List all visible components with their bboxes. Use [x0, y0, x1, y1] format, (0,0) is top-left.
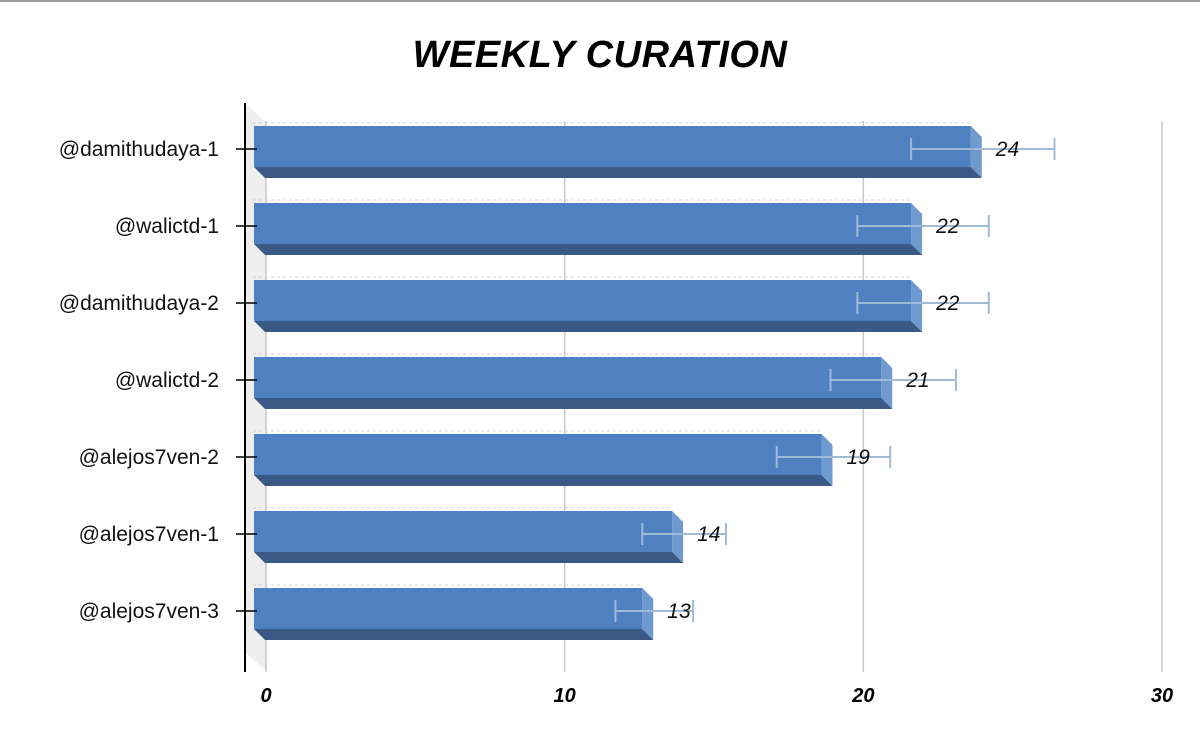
- bar-side-0: [970, 126, 982, 178]
- bar-side-5: [672, 511, 684, 563]
- bar-2: [254, 280, 912, 321]
- x-tick-label-0: 0: [260, 685, 271, 707]
- data-label-5: 14: [697, 523, 720, 546]
- category-label-3: @walictd-2: [115, 369, 219, 392]
- chart-title: WEEKLY CURATION: [412, 34, 788, 76]
- bar-bottom-4: [254, 475, 833, 486]
- bar-side-3: [881, 357, 893, 409]
- bar-bottom-1: [254, 244, 923, 255]
- bar-side-6: [642, 588, 654, 640]
- bar-1: [254, 203, 912, 244]
- bar-bottom-3: [254, 398, 893, 409]
- category-label-6: @alejos7ven-3: [79, 600, 219, 623]
- bar-6: [254, 588, 643, 629]
- category-label-1: @walictd-1: [115, 215, 219, 238]
- bar-3: [254, 357, 882, 398]
- bar-side-1: [911, 203, 923, 255]
- category-label-5: @alejos7ven-1: [79, 523, 219, 546]
- category-label-4: @alejos7ven-2: [79, 446, 219, 469]
- bar-bottom-0: [254, 167, 982, 178]
- x-tick-label-10: 10: [554, 685, 576, 707]
- data-label-3: 21: [905, 369, 929, 392]
- bar-0: [254, 126, 971, 167]
- bar-bottom-6: [254, 629, 654, 640]
- data-label-4: 19: [846, 446, 870, 469]
- top-border: [0, 0, 1200, 2]
- x-tick-label-30: 30: [1151, 685, 1173, 707]
- category-label-2: @damithudaya-2: [59, 292, 219, 315]
- x-tick-label-20: 20: [851, 685, 874, 707]
- data-label-1: 22: [935, 215, 960, 238]
- data-label-6: 13: [667, 600, 691, 623]
- bar-4: [254, 434, 822, 475]
- bar-bottom-2: [254, 321, 923, 332]
- bar-side-4: [821, 434, 833, 486]
- bar-5: [254, 511, 673, 552]
- data-label-2: 22: [935, 292, 960, 315]
- bar-bottom-5: [254, 552, 684, 563]
- bar-side-2: [911, 280, 923, 332]
- data-label-0: 24: [995, 138, 1019, 161]
- category-label-0: @damithudaya-1: [59, 138, 219, 161]
